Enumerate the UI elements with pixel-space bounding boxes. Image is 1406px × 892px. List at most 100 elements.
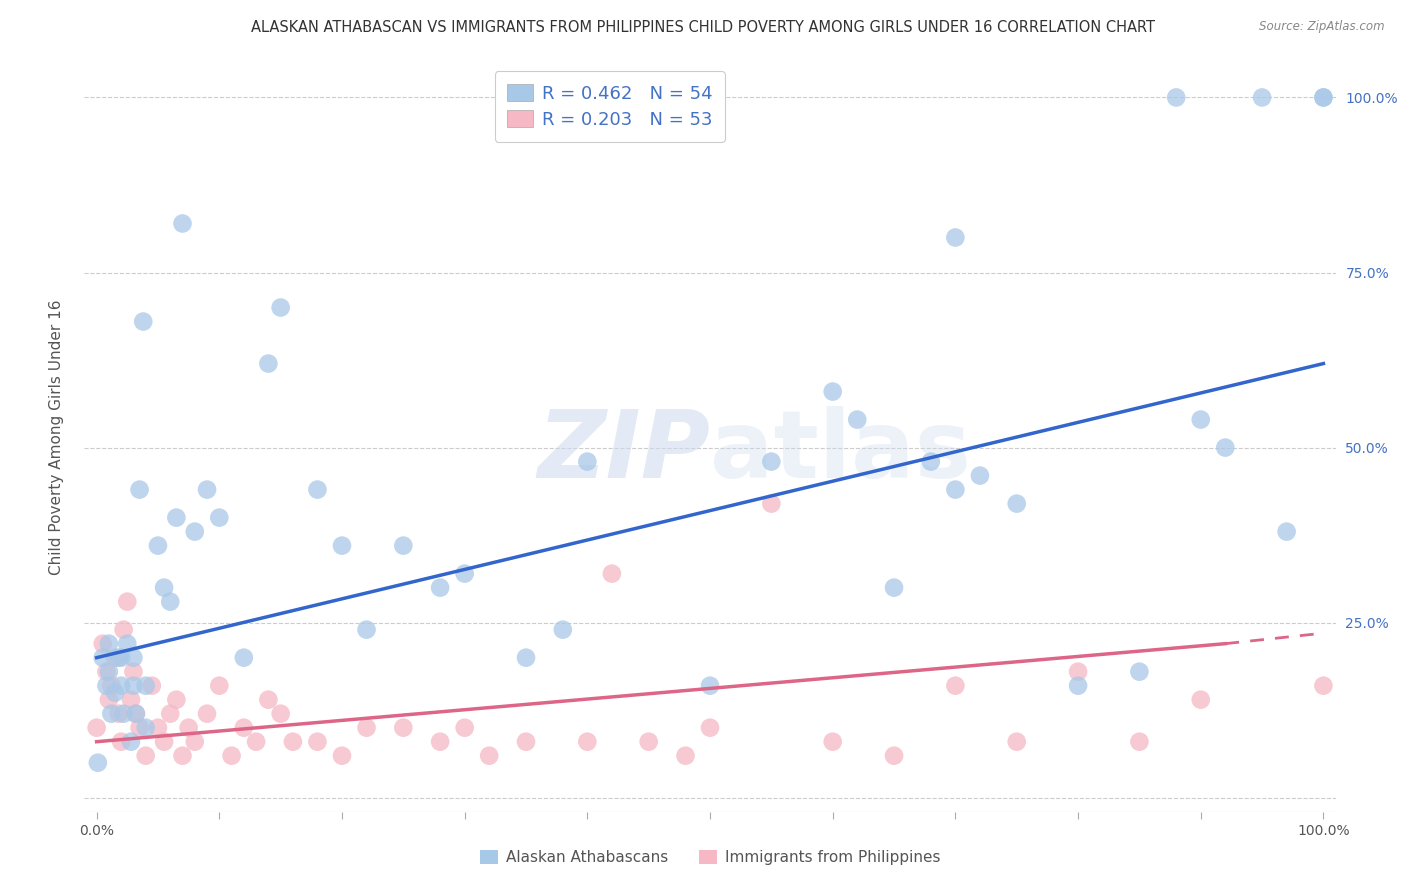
Point: [1213, 441, 1236, 455]
Point: [165, 692, 187, 706]
Point: [91, 637, 114, 651]
Point: [600, 566, 623, 581]
Point: [330, 748, 353, 763]
Point: [107, 706, 129, 721]
Point: [159, 594, 181, 608]
Point: [112, 623, 135, 637]
Point: [172, 217, 194, 231]
Point: [195, 483, 218, 497]
Point: [177, 721, 200, 735]
Point: [1166, 90, 1188, 104]
Point: [392, 539, 415, 553]
Point: [122, 650, 145, 665]
Point: [515, 734, 537, 748]
Point: [1067, 679, 1090, 693]
Point: [135, 748, 157, 763]
Point: [515, 650, 537, 665]
Point: [637, 734, 659, 748]
Point: [184, 734, 207, 748]
Point: [165, 510, 187, 524]
Point: [1312, 90, 1334, 104]
Point: [120, 734, 142, 748]
Point: [945, 483, 967, 497]
Point: [172, 748, 194, 763]
Point: [356, 623, 378, 637]
Point: [576, 454, 599, 468]
Point: [128, 721, 150, 735]
Point: [945, 679, 967, 693]
Point: [120, 692, 142, 706]
Point: [146, 539, 169, 553]
Point: [100, 679, 122, 693]
Point: [141, 679, 163, 693]
Point: [699, 721, 721, 735]
Point: [257, 357, 280, 371]
Point: [117, 637, 139, 651]
Point: [1005, 734, 1028, 748]
Point: [429, 581, 451, 595]
Point: [208, 679, 231, 693]
Y-axis label: Child Poverty Among Girls Under 16: Child Poverty Among Girls Under 16: [49, 300, 63, 574]
Point: [307, 734, 329, 748]
Point: [104, 650, 127, 665]
Point: [330, 539, 353, 553]
Legend: Alaskan Athabascans, Immigrants from Philippines: Alaskan Athabascans, Immigrants from Phi…: [474, 844, 946, 871]
Point: [132, 314, 155, 328]
Point: [478, 748, 501, 763]
Point: [429, 734, 451, 748]
Point: [761, 454, 783, 468]
Point: [97, 637, 120, 651]
Point: [1312, 679, 1334, 693]
Point: [453, 566, 475, 581]
Point: [307, 483, 329, 497]
Point: [117, 594, 139, 608]
Point: [1189, 692, 1212, 706]
Point: [122, 679, 145, 693]
Point: [110, 679, 132, 693]
Point: [576, 734, 599, 748]
Point: [96, 679, 118, 693]
Point: [1067, 665, 1090, 679]
Point: [135, 721, 157, 735]
Point: [969, 468, 991, 483]
Point: [1128, 665, 1150, 679]
Point: [159, 706, 181, 721]
Point: [153, 581, 176, 595]
Point: [146, 721, 169, 735]
Point: [392, 721, 415, 735]
Text: Source: ZipAtlas.com: Source: ZipAtlas.com: [1260, 20, 1385, 33]
Point: [107, 650, 129, 665]
Text: atlas: atlas: [710, 406, 972, 498]
Point: [270, 301, 292, 315]
Point: [232, 650, 254, 665]
Point: [920, 454, 942, 468]
Point: [97, 692, 120, 706]
Point: [125, 706, 148, 721]
Point: [125, 706, 148, 721]
Point: [945, 230, 967, 244]
Point: [1005, 497, 1028, 511]
Point: [96, 665, 118, 679]
Point: [104, 686, 127, 700]
Point: [221, 748, 243, 763]
Point: [257, 692, 280, 706]
Point: [1189, 412, 1212, 426]
Point: [453, 721, 475, 735]
Point: [112, 706, 135, 721]
Text: ZIP: ZIP: [537, 406, 710, 498]
Point: [281, 734, 304, 748]
Point: [184, 524, 207, 539]
Point: [675, 748, 697, 763]
Point: [883, 581, 905, 595]
Point: [86, 721, 108, 735]
Point: [97, 665, 120, 679]
Point: [91, 650, 114, 665]
Point: [153, 734, 176, 748]
Point: [1128, 734, 1150, 748]
Point: [245, 734, 267, 748]
Point: [699, 679, 721, 693]
Point: [110, 650, 132, 665]
Point: [1251, 90, 1274, 104]
Point: [128, 483, 150, 497]
Point: [110, 734, 132, 748]
